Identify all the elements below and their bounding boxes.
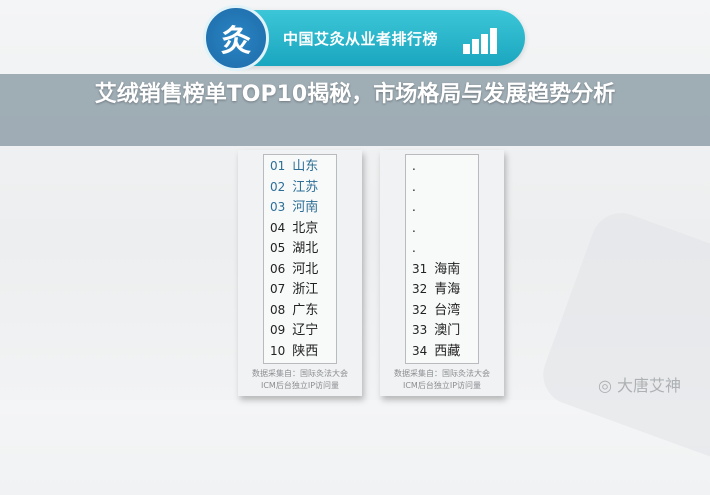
background-shape <box>534 204 710 495</box>
rank-number: . <box>412 179 416 194</box>
rank-number: 02 <box>270 179 286 194</box>
rank-number: . <box>412 200 416 214</box>
province-name: 西藏 <box>434 343 461 359</box>
rank-number: 31 <box>412 261 428 276</box>
bar-chart-up-icon <box>463 18 499 54</box>
rank-number: 01 <box>270 159 286 173</box>
rank-number: . <box>412 241 416 255</box>
ranking-row: 10 陕西 <box>270 343 318 360</box>
left-ranking-card: 01 山东 02 江苏 03 河南 04 北京 05 湖北 06 河北 07 浙江 08 广东 09 辽宁 10 陕西… <box>238 150 362 396</box>
province-name: 台湾 <box>434 302 461 318</box>
ranking-list: ..... 31 海南 32 青海 32 台湾 33 澳门 34 西藏 <box>405 154 479 364</box>
rank-number: 04 <box>270 220 286 235</box>
province-name: 河北 <box>292 261 319 277</box>
right-ranking-card: ..... 31 海南 32 青海 32 台湾 33 澳门 34 西藏 数据采集自：国际灸法大会 I… <box>380 150 504 396</box>
ranking-row: 05 湖北 <box>270 240 318 257</box>
source-line-2: ICM后台独立IP访问量 <box>402 381 482 390</box>
province-name: 江苏 <box>292 179 319 195</box>
province-name: 山东 <box>292 159 319 174</box>
banner-title: 中国艾灸从业者排行榜 <box>283 30 439 48</box>
ranking-row: 03 河南 <box>270 199 318 216</box>
province-name: 河南 <box>292 200 319 215</box>
province-name: 广东 <box>292 302 319 318</box>
article-title: 艾绒销售榜单TOP10揭秘，市场格局与发展趋势分析 <box>94 82 616 107</box>
rank-number: 33 <box>412 323 428 337</box>
province-name: 浙江 <box>292 282 319 297</box>
ranking-row: 06 河北 <box>270 261 318 278</box>
ranking-row: . <box>412 179 423 196</box>
ranking-list: 01 山东 02 江苏 03 河南 04 北京 05 湖北 06 河北 07 浙江 08 广东 09 辽宁 10 陕西 <box>263 154 337 364</box>
rank-number: . <box>412 220 416 235</box>
ranking-row: 08 广东 <box>270 302 318 319</box>
rank-number: 10 <box>270 343 286 358</box>
ranking-row: 32 台湾 <box>412 302 460 319</box>
rank-number: 32 <box>412 302 428 317</box>
ranking-row: 33 澳门 <box>412 322 460 339</box>
province-name: 湖北 <box>292 241 319 256</box>
watermark-text: 大唐艾神 <box>617 376 682 395</box>
rank-number: . <box>412 159 416 173</box>
rank-number: 03 <box>270 200 286 214</box>
ranking-row: . <box>412 199 423 216</box>
province-name: 澳门 <box>434 323 461 338</box>
province-name: 海南 <box>434 261 461 277</box>
logo-char: 灸 <box>221 24 251 59</box>
ranking-row: 31 海南 <box>412 261 460 278</box>
ranking-row: . <box>412 158 423 175</box>
rank-number: 05 <box>270 241 286 255</box>
ranking-row: 32 青海 <box>412 281 460 298</box>
title-overlay <box>0 74 710 146</box>
source-line-1: 数据采集自：国际灸法大会 <box>252 369 348 378</box>
province-name: 青海 <box>434 282 461 297</box>
source-line-2: ICM后台独立IP访问量 <box>260 381 340 390</box>
weibo-watermark: ◎ 大唐艾神 <box>598 376 682 395</box>
province-name: 辽宁 <box>292 323 319 338</box>
ranking-row: 04 北京 <box>270 220 318 237</box>
ranking-row: 07 浙江 <box>270 281 318 298</box>
province-name: 北京 <box>292 220 319 236</box>
ranking-row: 02 江苏 <box>270 179 318 196</box>
province-name: 陕西 <box>292 343 319 359</box>
ranking-row: 34 西藏 <box>412 343 460 360</box>
ranking-row: . <box>412 240 423 257</box>
rank-number: 07 <box>270 282 286 296</box>
moxibustion-logo: 灸 <box>203 5 269 71</box>
rank-number: 32 <box>412 282 428 296</box>
source-line-1: 数据采集自：国际灸法大会 <box>394 369 490 378</box>
rank-number: 09 <box>270 323 286 337</box>
rank-number: 06 <box>270 261 286 276</box>
ranking-row: . <box>412 220 423 237</box>
rank-number: 08 <box>270 302 286 317</box>
ranking-row: 09 辽宁 <box>270 322 318 339</box>
ranking-row: 01 山东 <box>270 158 318 175</box>
rank-number: 34 <box>412 343 428 358</box>
